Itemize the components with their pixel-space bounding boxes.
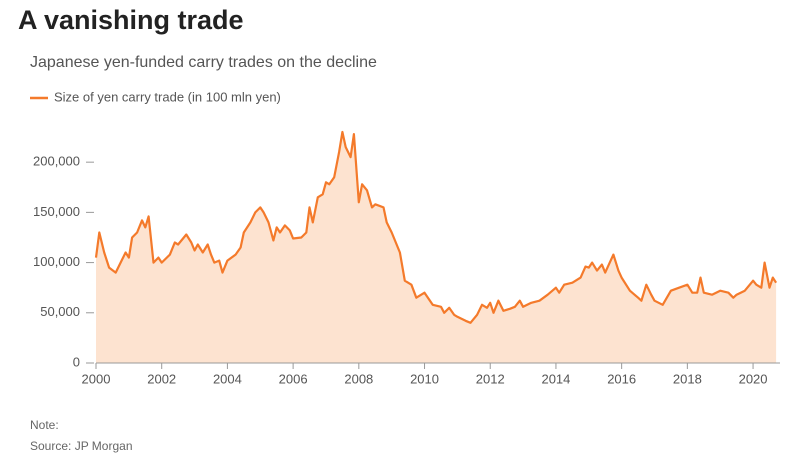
x-tick-label: 2016 bbox=[607, 371, 636, 386]
x-tick-label: 2014 bbox=[541, 371, 570, 386]
y-tick-label: 150,000 bbox=[33, 204, 80, 219]
line bbox=[94, 130, 778, 324]
area bbox=[96, 132, 777, 363]
x-tick-label: 2008 bbox=[344, 371, 373, 386]
y-tick-label: 100,000 bbox=[33, 254, 80, 269]
x-tick-label: 2018 bbox=[673, 371, 702, 386]
x-tick-label: 2002 bbox=[147, 371, 176, 386]
y-tick-label: 0 bbox=[73, 354, 80, 369]
chart-title: A vanishing trade bbox=[18, 5, 244, 35]
x-tick-label: 2004 bbox=[213, 371, 242, 386]
x-tick-label: 2020 bbox=[739, 371, 768, 386]
x-tick-label: 2006 bbox=[279, 371, 308, 386]
x-tick-label: 2012 bbox=[476, 371, 505, 386]
note: Note: bbox=[30, 418, 59, 432]
x-tick-label: 2000 bbox=[82, 371, 111, 386]
y-tick-label: 50,000 bbox=[40, 304, 80, 319]
chart-subtitle: Japanese yen-funded carry trades on the … bbox=[30, 54, 377, 71]
source: Source: JP Morgan bbox=[30, 439, 133, 453]
legend-label: Size of yen carry trade (in 100 mln yen) bbox=[54, 89, 281, 104]
y-tick-label: 200,000 bbox=[33, 154, 80, 169]
x-tick-label: 2010 bbox=[410, 371, 439, 386]
